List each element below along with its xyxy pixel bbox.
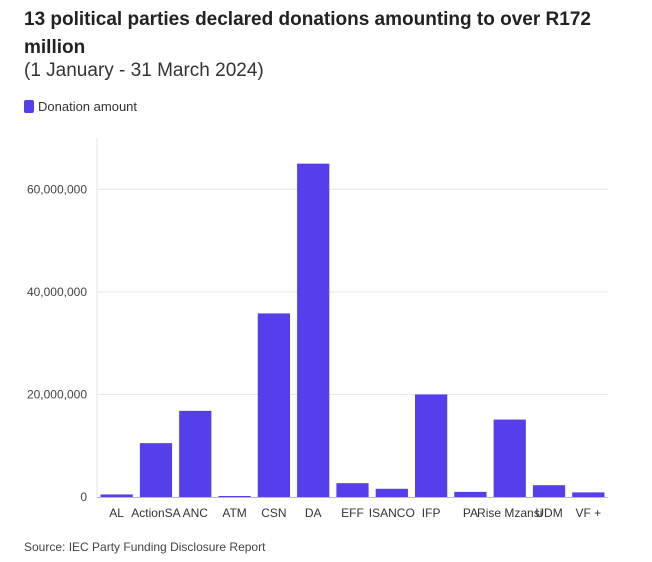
x-tick-label: CSN: [261, 506, 286, 520]
y-tick-label: 60,000,000: [27, 182, 87, 196]
x-tick-label: ANC: [183, 506, 209, 520]
x-tick-label: DA: [305, 506, 322, 520]
x-tick-label: VF +: [576, 506, 602, 520]
legend: Donation amount: [24, 97, 137, 115]
y-tick-label: 0: [80, 490, 87, 504]
y-tick-label: 20,000,000: [27, 387, 87, 401]
bar-atm: [218, 496, 251, 497]
x-tick-label: UDM: [535, 506, 562, 520]
bar-ifp: [415, 394, 448, 497]
bar-udm: [532, 485, 566, 497]
legend-swatch: [24, 99, 34, 113]
source-note: Source: IEC Party Funding Disclosure Rep…: [24, 540, 266, 554]
legend-label: Donation amount: [38, 98, 138, 114]
bar-al: [100, 494, 133, 497]
bar-da: [297, 163, 330, 497]
bar-isanco: [375, 488, 408, 497]
x-tick-label: ISANCO: [369, 506, 415, 520]
x-tick-label: AL: [109, 506, 124, 520]
bar-actionsa: [139, 443, 173, 497]
x-tick-label: ActionSA: [131, 506, 180, 520]
y-tick-label: 40,000,000: [27, 285, 87, 299]
bar-vf: [572, 492, 605, 497]
bar-eff: [336, 483, 369, 497]
bar-anc: [179, 410, 212, 497]
x-tick-label: Rise Mzansi: [477, 506, 542, 520]
chart-title: 13 political parties declared donations …: [24, 9, 591, 58]
x-tick-label: EFF: [341, 506, 364, 520]
x-tick-label: ATM: [222, 506, 246, 520]
bar-rise-mzansi: [493, 419, 526, 497]
chart-subtitle: (1 January - 31 March 2024): [24, 60, 264, 81]
bar-csn: [257, 313, 290, 497]
x-tick-label: PA: [463, 506, 478, 520]
bar-pa: [454, 491, 487, 497]
x-tick-label: IFP: [422, 506, 441, 520]
